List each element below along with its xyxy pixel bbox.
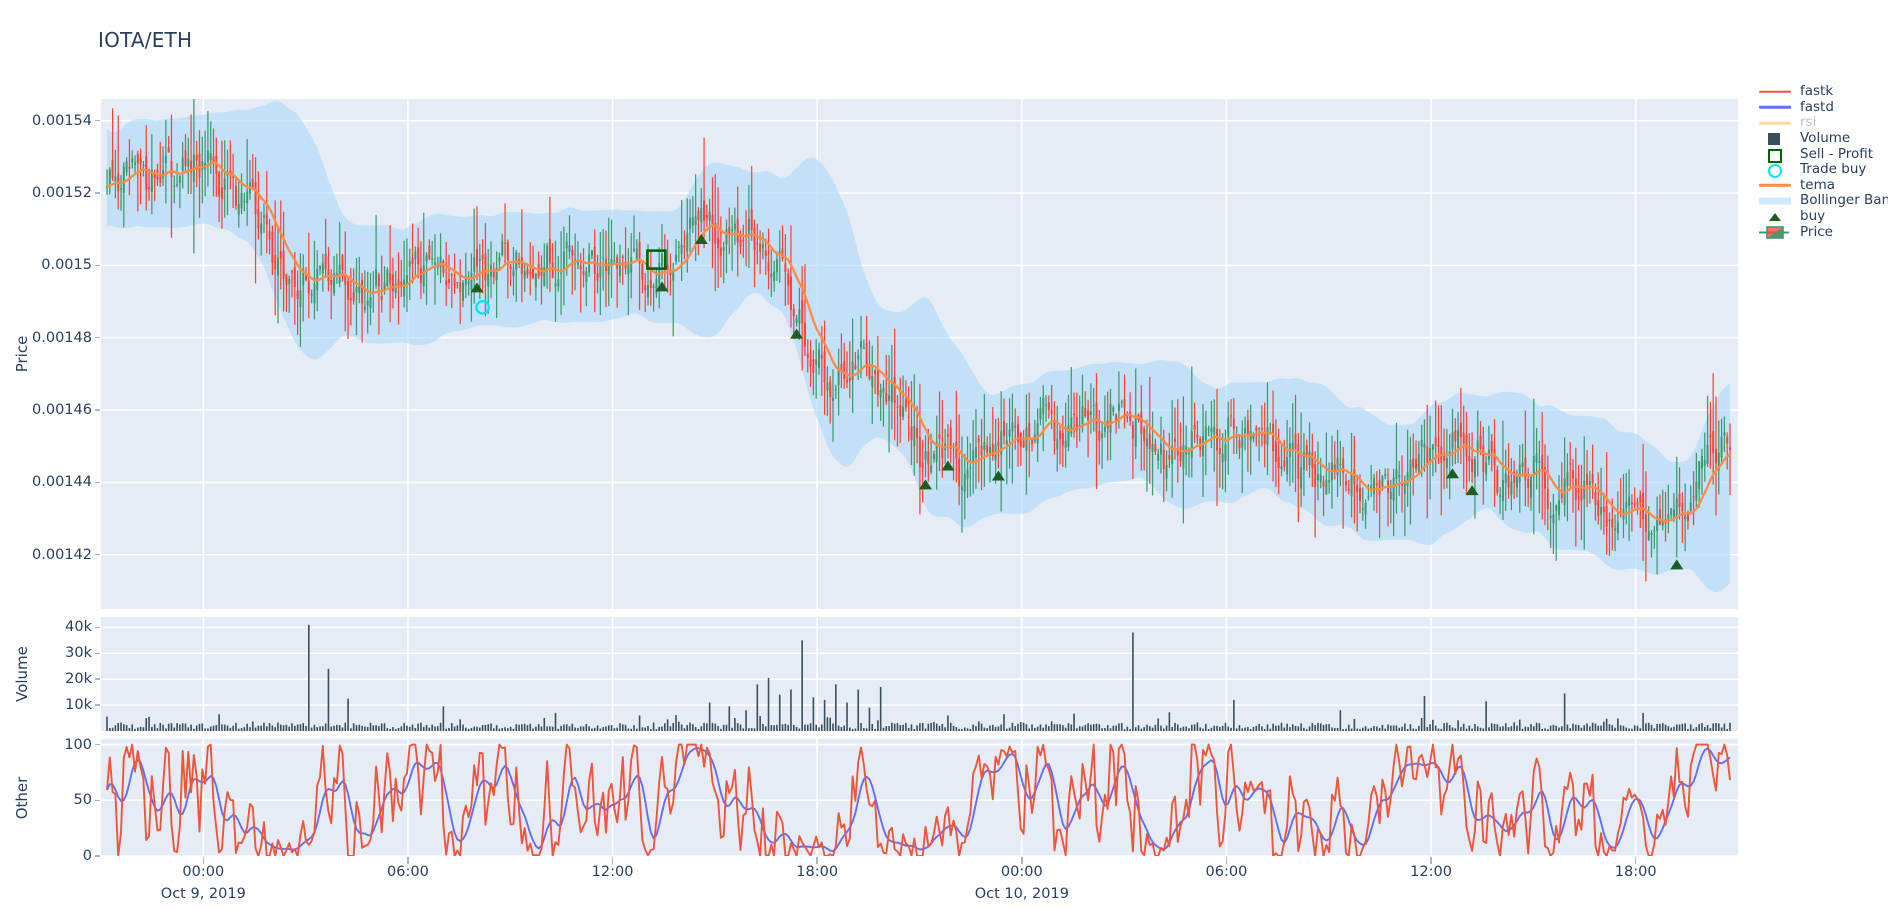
- legend-label: Price: [1800, 223, 1833, 240]
- x-tickmark: [1021, 857, 1023, 864]
- square-filled-icon: [1757, 131, 1793, 146]
- volume-plot-area[interactable]: [101, 617, 1738, 731]
- volume-svg: [101, 617, 1738, 731]
- y-tickmark: [95, 855, 100, 857]
- price-plot-area[interactable]: [101, 99, 1738, 609]
- y-tickmark: [95, 481, 100, 484]
- line-icon: [1757, 115, 1793, 130]
- other-plot-area[interactable]: [101, 739, 1738, 856]
- price-axis-title: Price: [13, 335, 31, 373]
- legend-item-tema[interactable]: tema: [1757, 176, 1888, 194]
- y-tickmark: [95, 192, 100, 194]
- x-tickmark: [816, 857, 818, 864]
- price-svg: [101, 99, 1738, 609]
- y-tickmark: [95, 264, 100, 267]
- x-tickmark: [1634, 857, 1637, 864]
- price-y-tick: 0.00148: [32, 329, 92, 346]
- legend-label: Volume: [1800, 130, 1851, 147]
- y-tickmark: [95, 337, 100, 339]
- legend-item-bollinger-band[interactable]: Bollinger Band: [1757, 193, 1888, 209]
- line-icon: [1757, 84, 1793, 99]
- line-swatch: [1759, 90, 1791, 94]
- triangle-icon: [1757, 209, 1793, 224]
- open-square-swatch: [1768, 148, 1782, 163]
- legend-item-sell-profit[interactable]: Sell - Profit: [1757, 145, 1888, 163]
- legend-item-buy[interactable]: buy: [1757, 209, 1888, 225]
- y-tickmark: [95, 409, 100, 411]
- y-tickmark: [95, 678, 100, 680]
- legend-label: tema: [1800, 176, 1836, 193]
- price-y-tick: 0.00146: [32, 402, 92, 419]
- legend-label: fastk: [1800, 83, 1834, 100]
- x-tickmark: [1225, 857, 1228, 864]
- volume-y-tick: 10k: [65, 697, 92, 714]
- chart-legend[interactable]: fastk fastd rsi Volume Sell - Profit Trade bu…: [1757, 84, 1888, 240]
- x-tickmark: [611, 857, 614, 864]
- volume-y-tick: 20k: [65, 671, 92, 688]
- price-y-tick: 0.0015: [41, 257, 92, 274]
- legend-item-volume[interactable]: Volume: [1757, 131, 1888, 147]
- other-svg: [101, 739, 1738, 856]
- x-tick: 06:00: [387, 864, 429, 880]
- x-tick: 12:00: [1410, 864, 1452, 880]
- legend-label: fastd: [1800, 98, 1834, 115]
- line-icon: [1757, 100, 1793, 115]
- circle-open-icon: [1757, 162, 1793, 179]
- y-tickmark: [95, 743, 100, 746]
- price-y-tick: 0.00152: [32, 185, 92, 202]
- legend-item-fastd[interactable]: fastd: [1757, 98, 1888, 116]
- other-y-tick: 0: [82, 848, 92, 864]
- legend-label: Trade buy: [1800, 161, 1867, 178]
- open-circle-swatch: [1768, 164, 1782, 179]
- legend-label: buy: [1800, 208, 1826, 225]
- candle-icon: [1757, 225, 1793, 240]
- band-icon: [1757, 193, 1793, 208]
- volume-y-tick: 40k: [65, 619, 92, 636]
- chart-title: IOTA/ETH: [98, 28, 193, 52]
- legend-label: rsi: [1800, 114, 1817, 131]
- legend-label: Bollinger Band: [1800, 192, 1888, 209]
- legend-item-price[interactable]: Price: [1757, 224, 1888, 240]
- x-date-label: Oct 9, 2019: [160, 886, 246, 902]
- y-tickmark: [95, 120, 100, 122]
- triangle-swatch: [1769, 213, 1781, 222]
- x-tick: 06:00: [1205, 864, 1248, 880]
- x-tick: 12:00: [591, 864, 634, 880]
- x-tickmark: [1430, 857, 1432, 864]
- volume-y-tick: 30k: [65, 645, 92, 662]
- other-axis-title: Other: [13, 776, 31, 819]
- square-open-icon: [1757, 147, 1793, 163]
- x-tick: 18:00: [796, 864, 839, 880]
- y-tickmark: [95, 652, 100, 654]
- price-y-tick: 0.00154: [32, 112, 92, 129]
- x-tick: 00:00: [182, 864, 225, 880]
- other-y-tick: 100: [64, 736, 92, 753]
- line-icon: [1757, 178, 1793, 193]
- other-y-tick: 50: [73, 792, 92, 809]
- legend-item-fastk[interactable]: fastk: [1757, 84, 1888, 100]
- price-y-tick: 0.00144: [32, 474, 92, 491]
- line-swatch: [1759, 106, 1791, 109]
- x-tickmark: [202, 857, 204, 864]
- volume-axis-title: Volume: [13, 646, 31, 702]
- price-y-tick: 0.00142: [32, 546, 92, 563]
- candlestick-swatch: [1759, 225, 1789, 239]
- line-swatch: [1759, 184, 1791, 187]
- line-swatch: [1759, 121, 1791, 125]
- x-tick: 18:00: [1614, 864, 1657, 880]
- x-tickmark: [407, 857, 409, 864]
- legend-item-rsi[interactable]: rsi: [1757, 115, 1888, 131]
- legend-label: Sell - Profit: [1800, 145, 1874, 162]
- y-tickmark: [95, 704, 100, 706]
- y-tickmark: [95, 554, 100, 556]
- legend-item-trade-buy[interactable]: Trade buy: [1757, 161, 1888, 179]
- y-tickmark: [95, 626, 100, 629]
- y-tickmark: [95, 799, 100, 801]
- x-tick: 00:00: [1000, 864, 1043, 880]
- x-date-label: Oct 10, 2019: [974, 886, 1069, 902]
- square-swatch: [1768, 133, 1780, 146]
- band-swatch: [1759, 197, 1791, 205]
